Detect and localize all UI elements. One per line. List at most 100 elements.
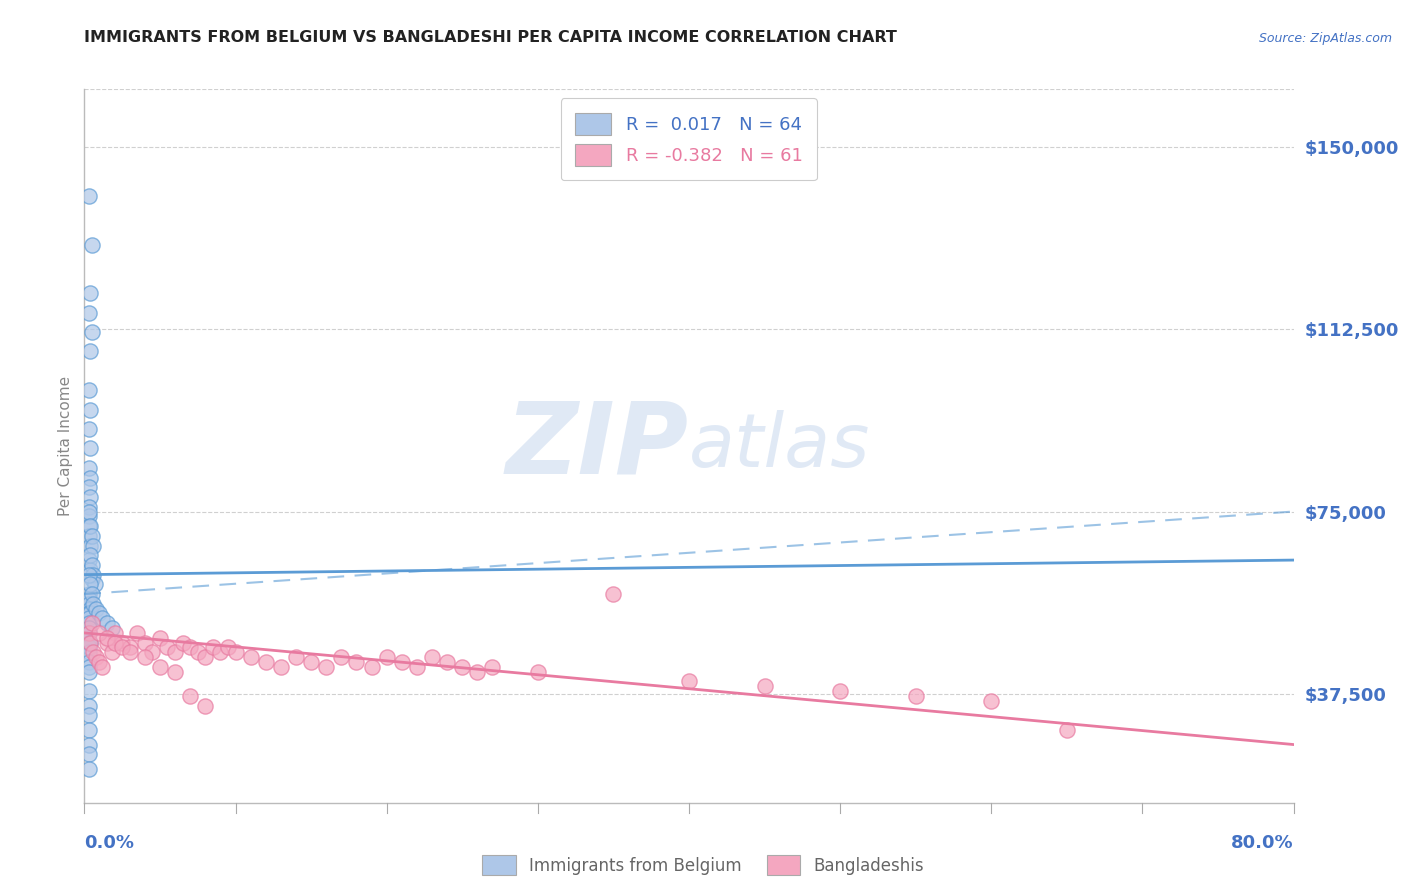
Point [89,607,111,621]
Point [118,645,141,659]
Point [86,601,108,615]
Point [79,635,101,649]
Point [77,684,100,698]
Point [481,660,503,674]
Point [77,723,100,737]
Point [451,660,474,674]
Point [104,635,127,649]
Point [77,626,100,640]
Point [77,519,100,533]
Point [172,635,194,649]
Point [254,655,277,669]
Point [467,665,489,679]
Point [77,553,100,567]
Point [77,460,100,475]
Point [77,616,100,631]
Point [111,640,134,655]
Point [79,442,101,456]
Point [77,635,100,649]
Point [436,655,458,669]
Point [406,660,429,674]
Point [79,344,101,359]
Point [104,626,127,640]
Point [80,587,103,601]
Point [830,684,852,698]
Point [77,611,100,625]
Point [118,640,141,655]
Point [79,286,101,301]
Point [91,660,114,674]
Point [754,679,776,693]
Point [82,539,104,553]
Point [77,504,100,518]
Point [79,539,101,553]
Point [77,529,100,543]
Point [79,563,101,577]
Text: 0.0%: 0.0% [84,834,135,852]
Point [77,660,100,674]
Text: Source: ZipAtlas.com: Source: ZipAtlas.com [1258,31,1392,45]
Point [80,616,103,631]
Point [156,640,179,655]
Point [82,645,104,659]
Point [77,640,100,655]
Point [96,616,118,631]
Point [179,640,201,655]
Point [77,305,100,319]
Point [270,660,292,674]
Point [79,635,101,649]
Point [80,573,103,587]
Point [80,237,103,252]
Point [134,635,156,649]
Point [239,650,262,665]
Point [201,640,224,655]
Point [77,626,100,640]
Point [86,650,108,665]
Point [391,655,413,669]
Point [77,422,100,436]
Point [179,689,201,703]
Point [602,587,624,601]
Point [80,325,103,339]
Point [84,577,107,591]
Point [79,601,101,615]
Point [330,650,353,665]
Point [194,698,217,713]
Point [225,645,247,659]
Point [375,650,398,665]
Point [79,607,101,621]
Point [77,607,100,621]
Point [77,621,100,635]
Point [77,500,100,514]
Point [163,665,186,679]
Point [77,738,100,752]
Point [77,645,100,659]
Point [77,655,100,669]
Point [77,189,100,203]
Point [1056,723,1078,737]
Point [79,402,101,417]
Point [89,626,111,640]
Point [149,631,172,645]
Point [77,587,100,601]
Point [360,660,382,674]
Point [80,529,103,543]
Point [77,747,100,762]
Text: ZIP: ZIP [506,398,689,494]
Point [346,655,368,669]
Point [77,597,100,611]
Legend: R =  0.017   N = 64, R = -0.382   N = 61: R = 0.017 N = 64, R = -0.382 N = 61 [561,98,817,180]
Point [315,660,337,674]
Point [96,631,118,645]
Point [77,509,100,524]
Point [80,558,103,572]
Point [194,650,217,665]
Point [163,645,186,659]
Point [96,635,118,649]
Y-axis label: Per Capita Income: Per Capita Income [58,376,73,516]
Point [77,762,100,776]
Point [904,689,927,703]
Point [79,548,101,562]
Point [980,694,1002,708]
Point [284,650,308,665]
